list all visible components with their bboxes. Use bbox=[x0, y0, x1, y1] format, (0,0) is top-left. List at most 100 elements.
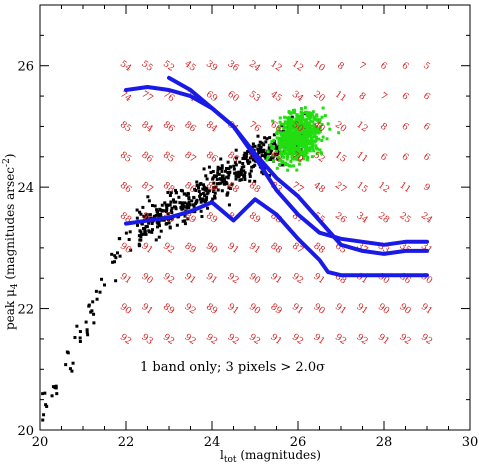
green-point bbox=[308, 126, 312, 130]
black-point bbox=[114, 279, 118, 283]
black-point bbox=[115, 251, 119, 255]
green-point bbox=[278, 120, 282, 124]
green-point bbox=[294, 132, 298, 136]
grid-number-label: 45 bbox=[268, 90, 283, 105]
grid-number-label: 5 bbox=[421, 61, 432, 73]
black-point bbox=[160, 203, 164, 207]
green-point bbox=[307, 114, 311, 118]
green-point bbox=[303, 106, 307, 110]
grid-number-label: 89 bbox=[161, 302, 176, 317]
green-point bbox=[301, 143, 305, 147]
black-point bbox=[219, 157, 223, 161]
black-point bbox=[197, 186, 201, 190]
grid-number-label: 52 bbox=[161, 59, 176, 74]
black-point bbox=[153, 204, 157, 208]
green-point bbox=[292, 136, 296, 140]
grid-number-label: 93 bbox=[139, 332, 154, 347]
black-point bbox=[202, 185, 206, 189]
black-point bbox=[113, 254, 117, 258]
y-tick-label: 24 bbox=[17, 181, 34, 196]
green-point bbox=[285, 146, 289, 150]
grid-number-label: 91 bbox=[311, 332, 326, 347]
grid-number-label: 85 bbox=[118, 150, 133, 165]
black-point bbox=[95, 297, 99, 301]
black-point bbox=[144, 232, 148, 236]
black-point bbox=[138, 229, 142, 233]
black-point bbox=[206, 191, 210, 195]
grid-number-label: 7 bbox=[378, 91, 389, 103]
green-point bbox=[314, 136, 318, 140]
black-point bbox=[111, 260, 115, 264]
grid-number-label: 91 bbox=[354, 302, 369, 317]
black-point bbox=[50, 394, 54, 398]
y-axis-title-rest: (magnitudes arsec bbox=[3, 167, 17, 284]
grid-number-label: 91 bbox=[225, 302, 240, 317]
green-point bbox=[294, 123, 298, 127]
grid-number-label: 92 bbox=[182, 302, 197, 317]
black-point bbox=[200, 215, 204, 219]
green-point bbox=[282, 155, 286, 159]
grid-number-label: 6 bbox=[378, 61, 389, 73]
green-point bbox=[287, 127, 291, 131]
grid-number-label: 12 bbox=[268, 59, 283, 74]
black-point bbox=[271, 155, 275, 159]
green-point bbox=[292, 151, 296, 155]
black-point bbox=[43, 391, 47, 395]
black-point bbox=[249, 169, 253, 173]
green-point bbox=[294, 118, 298, 122]
green-point bbox=[296, 146, 300, 150]
green-point bbox=[295, 168, 299, 172]
black-point bbox=[180, 207, 184, 211]
black-point bbox=[165, 205, 169, 209]
grid-number-label: 86 bbox=[139, 150, 154, 165]
black-point bbox=[170, 206, 174, 210]
grid-number-label: 53 bbox=[247, 90, 262, 105]
green-point bbox=[289, 137, 293, 141]
x-axis-title: ltot (magnitudes) bbox=[220, 448, 321, 465]
green-point bbox=[275, 136, 279, 140]
grid-number-label: 48 bbox=[311, 181, 326, 196]
grid-number-label: 92 bbox=[290, 332, 305, 347]
black-point bbox=[265, 137, 269, 141]
black-point bbox=[248, 179, 252, 183]
black-point bbox=[152, 214, 156, 218]
black-point bbox=[226, 191, 230, 195]
green-point bbox=[282, 131, 286, 135]
green-point bbox=[309, 132, 313, 136]
grid-number-label: 91 bbox=[376, 332, 391, 347]
black-point bbox=[138, 243, 142, 247]
green-point bbox=[270, 146, 274, 150]
black-point bbox=[204, 198, 208, 202]
green-point bbox=[299, 107, 303, 111]
green-point bbox=[305, 143, 309, 147]
grid-number-label: 60 bbox=[225, 90, 240, 105]
green-point bbox=[287, 134, 291, 138]
black-point bbox=[154, 238, 158, 242]
green-point bbox=[272, 144, 276, 148]
black-point bbox=[168, 193, 172, 197]
black-point bbox=[135, 216, 139, 220]
black-point bbox=[219, 181, 223, 185]
black-point bbox=[41, 418, 45, 422]
black-point bbox=[85, 328, 89, 332]
black-point bbox=[100, 277, 104, 281]
grid-number-label: 24 bbox=[247, 59, 262, 74]
green-point bbox=[275, 166, 279, 170]
black-point bbox=[268, 157, 272, 161]
green-point bbox=[282, 151, 286, 155]
black-point bbox=[142, 214, 146, 218]
black-point bbox=[179, 188, 183, 192]
green-point bbox=[298, 159, 302, 163]
green-point bbox=[280, 150, 284, 154]
black-point bbox=[261, 172, 265, 176]
black-point bbox=[157, 235, 161, 239]
green-point bbox=[278, 163, 282, 167]
black-point bbox=[234, 148, 238, 152]
black-point bbox=[145, 216, 149, 220]
green-point bbox=[285, 116, 289, 120]
green-point bbox=[282, 147, 286, 151]
black-point bbox=[118, 237, 122, 241]
black-point bbox=[135, 208, 139, 212]
green-point bbox=[311, 144, 315, 148]
y-axis-title-sub: 4 bbox=[10, 283, 20, 289]
